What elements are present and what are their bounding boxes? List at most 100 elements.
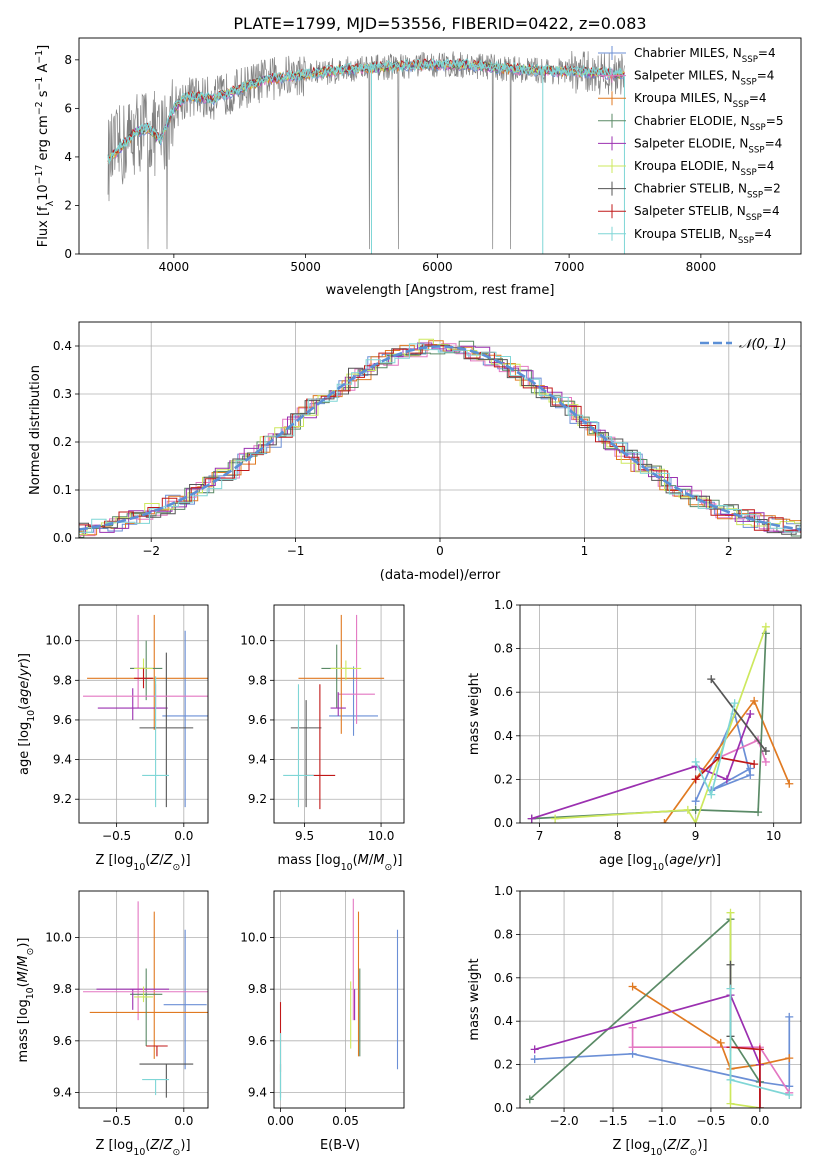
model-spectrum — [107, 61, 625, 162]
weight-vs-age-xtick-label: 10 — [766, 829, 781, 843]
weight-vs-age-ytick-label: 0.2 — [494, 772, 513, 786]
mass-vs-EBV-plot-area — [274, 891, 404, 1108]
mass-vs-EBV-axes: 0.00 0.05 9.4 9.6 9.8 10.0 E(B-V) — [240, 890, 405, 1153]
legend-gauss-label: 𝒩(0, 1) — [739, 337, 786, 352]
weight-marker — [726, 1075, 735, 1084]
weight-marker — [660, 819, 669, 823]
legend-entry: Salpeter STELIB, NSSP=4 — [634, 204, 780, 223]
age-vs-Z-ytick-label: 9.8 — [53, 673, 72, 687]
legend-entry: Salpeter MILES, NSSP=4 — [634, 69, 774, 88]
spectrum-xtick-label: 6000 — [422, 260, 453, 274]
mass-vs-EBV-xtick-label: 0.00 — [267, 1114, 294, 1128]
weight-vs-Z-ytick-label: 0.4 — [494, 1014, 513, 1028]
weight-vs-age-plot-area — [520, 605, 801, 823]
mass-vs-Z-plot-area — [79, 891, 208, 1108]
weight-marker — [716, 1038, 725, 1047]
mass-vs-Z-ytick-label: 9.6 — [53, 1034, 72, 1048]
age-vs-mass-ytick-label: 9.6 — [248, 713, 267, 727]
spectrum-xtick-label: 5000 — [290, 260, 321, 274]
weight-marker — [785, 1090, 794, 1099]
spectrum-ytick-label: 2 — [64, 198, 72, 212]
figure-title: PLATE=1799, MJD=53556, FIBERID=0422, z=0… — [233, 14, 646, 33]
age-vs-Z-ytick-label: 9.4 — [53, 753, 72, 767]
mass-vs-EBV-ytick-label: 10.0 — [240, 931, 267, 945]
age-vs-mass-plot-area — [274, 605, 404, 823]
weight-vs-Z-xtick-label: 0.0 — [750, 1114, 769, 1128]
weight-marker — [785, 779, 794, 788]
axes-frame — [273, 890, 405, 1109]
residuals-xtick-label: 1 — [581, 544, 589, 558]
mass-vs-Z-axes: −0.5 0.0 9.4 9.6 9.8 10.0 Z [log10(Z/Z⊙)] mass … — [16, 890, 209, 1158]
weight-marker — [691, 819, 700, 823]
weight-vs-age-ytick-label: 0.6 — [494, 685, 513, 699]
weight-vs-age-ytick-label: 0.4 — [494, 729, 513, 743]
weight-marker — [785, 1012, 794, 1021]
weight-vs-age-xtick-label: 8 — [614, 829, 622, 843]
weight-vs-age-ytick-label: 0.0 — [494, 816, 513, 830]
massZ-ylabel: mass [log10(M/M⊙)] — [16, 938, 36, 1063]
weight-marker — [525, 1095, 534, 1104]
weight-vs-age-xtick-label: 7 — [536, 829, 544, 843]
weight-marker — [530, 1055, 539, 1064]
axes-frame — [273, 604, 405, 824]
age-vs-Z-xtick-label: 0.0 — [174, 829, 193, 843]
weight-marker — [527, 814, 536, 823]
weight-vs-age-ytick-label: 0.8 — [494, 642, 513, 656]
weight-marker — [726, 960, 735, 969]
model-spectrum — [107, 60, 625, 162]
model-spectrum — [107, 59, 625, 161]
weight-marker — [761, 757, 770, 766]
weight-series — [663, 699, 791, 823]
massEBV-xlabel: E(B-V) — [320, 1138, 360, 1153]
weight-series — [555, 626, 767, 823]
age-vs-Z-xtick-label: −0.5 — [102, 829, 131, 843]
residuals-xtick-label: −2 — [142, 544, 160, 558]
residuals-axes: −2 −1 0 1 2 0.0 0.1 0.2 0.3 0.4 (data-model)/error… — [28, 321, 802, 583]
weight-marker — [722, 775, 731, 784]
residual-histogram — [79, 343, 801, 538]
model-spectrum — [107, 58, 625, 161]
model-spectrum — [107, 59, 625, 162]
weight-vs-age-ylabel: mass weight — [467, 673, 482, 755]
mass-vs-EBV-ytick-label: 9.4 — [248, 1086, 267, 1100]
weight-marker — [754, 808, 763, 817]
spectrum-ytick-label: 4 — [64, 150, 72, 164]
weight-marker — [726, 908, 735, 917]
spectrum-ylabel: Flux [fλ10−17 erg cm−2 s−1 A−1] — [34, 45, 56, 247]
weight-vs-Z-xtick-label: −1.0 — [647, 1114, 676, 1128]
spectrum-ytick-label: 8 — [64, 53, 72, 67]
residuals-ytick-label: 0.0 — [53, 531, 72, 545]
weight-marker — [691, 797, 700, 806]
weight-marker — [628, 1043, 637, 1052]
age-vs-mass-ytick-label: 9.8 — [248, 673, 267, 687]
spectrum-axes: 4000 5000 6000 7000 8000 0 2 4 6 8 wavelength [Ang… — [34, 37, 802, 298]
weight-series — [531, 713, 752, 820]
weight-marker — [750, 696, 759, 705]
weight-marker — [755, 1045, 764, 1054]
weight-vs-age-xtick-label: 9 — [692, 829, 700, 843]
weight-vs-age-ytick-label: 1.0 — [494, 598, 513, 612]
axes-frame — [519, 604, 802, 824]
weight-marker — [746, 710, 755, 718]
data-spectrum — [107, 50, 625, 250]
residual-histogram — [79, 343, 801, 533]
ageZ-xlabel: Z [log10(Z/Z⊙)] — [95, 853, 190, 873]
weight-marker — [785, 1054, 794, 1063]
legend-entry: Chabrier STELIB, NSSP=2 — [634, 182, 781, 201]
weight-marker — [628, 982, 637, 991]
legend-entry: Kroupa STELIB, NSSP=4 — [634, 227, 772, 246]
weight-marker — [628, 1023, 637, 1032]
age-vs-mass-axes: 9.5 10.0 9.2 9.4 9.6 9.8 10.0 mass [log10(M/M⊙)… — [240, 604, 405, 873]
legend-entry: Chabrier ELODIE, NSSP=5 — [634, 114, 783, 133]
weight-marker — [746, 764, 755, 773]
age-vs-Z-plot-area — [79, 605, 208, 823]
mass-vs-Z-xtick-label: 0.0 — [174, 1114, 193, 1128]
legend-entry: Kroupa ELODIE, NSSP=4 — [634, 159, 774, 178]
weight-vs-Z-axes: −2.0 −1.5 −1.0 −0.5 0.0 0.0 0.2 0.4 0.6 0.8 1.0 mas… — [467, 884, 802, 1158]
weight-vs-Z-ytick-label: 0.6 — [494, 971, 513, 985]
mass-vs-Z-xtick-label: −0.5 — [102, 1114, 131, 1128]
age-vs-mass-xtick-label: 9.5 — [295, 829, 314, 843]
model-spectrum — [107, 61, 625, 165]
weight-marker — [551, 814, 560, 823]
